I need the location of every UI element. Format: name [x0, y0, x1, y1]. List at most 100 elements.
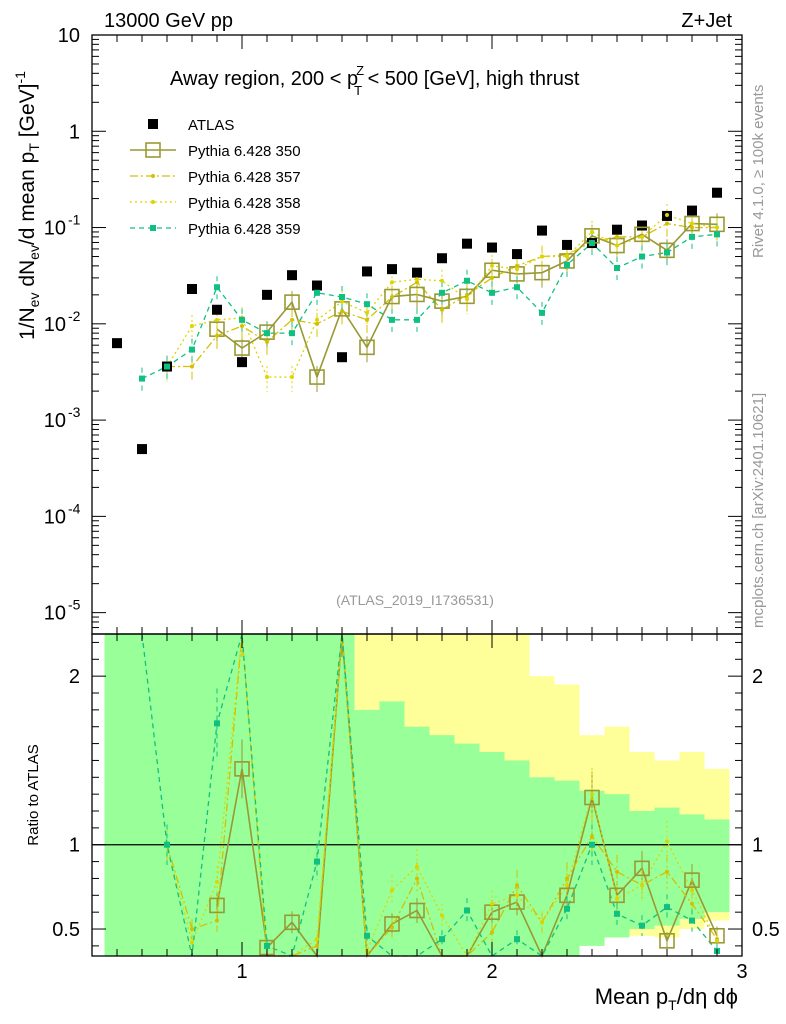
data-point-p350	[309, 369, 325, 385]
data-point-p358	[590, 229, 594, 234]
data-point-atlas	[487, 242, 497, 253]
energy-label: 13000 GeV pp	[104, 10, 233, 32]
data-point-p359	[614, 910, 620, 917]
ylabel-part: dN	[16, 260, 39, 293]
data-point-p358	[390, 888, 394, 893]
data-point-p357	[390, 294, 394, 299]
data-point-p358	[440, 278, 444, 283]
data-point-p357	[690, 901, 694, 906]
ratio-y-tick-label: 2	[69, 666, 80, 688]
data-point-p359	[439, 289, 445, 296]
y-tick-label: 10	[44, 314, 66, 336]
data-point-p350	[384, 916, 400, 932]
legend-marker	[151, 200, 155, 204]
data-point-p350	[609, 887, 625, 904]
data-point-p359	[639, 253, 645, 260]
data-point-atlas	[312, 280, 322, 291]
legend-label: Pythia 6.428 359	[188, 221, 301, 238]
ratio-band-inner	[254, 634, 280, 956]
data-point-p358	[715, 225, 719, 230]
plot-title: Away region, 200 < pZ T < 500 [GeV], high…	[170, 63, 580, 98]
ylabel-sub: ev	[26, 293, 42, 308]
data-point-atlas	[637, 220, 647, 231]
data-point-atlas	[262, 289, 272, 300]
x-tick-label: 1	[236, 961, 247, 983]
data-point-p358	[265, 375, 269, 380]
xlabel-part: /dη dϕ	[677, 984, 738, 1009]
data-point-p358	[515, 893, 519, 898]
x-tick-label: 3	[736, 961, 747, 983]
data-point-p359	[614, 265, 620, 272]
legend-marker	[145, 142, 161, 158]
data-point-p350	[234, 340, 250, 356]
data-point-p359	[164, 841, 170, 848]
data-point-p359	[264, 330, 270, 337]
data-point-p357	[565, 876, 569, 881]
data-point-p357	[440, 307, 444, 312]
data-point-p359	[564, 905, 570, 912]
data-point-p358	[690, 221, 694, 226]
process-label: Z+Jet	[681, 10, 732, 32]
series-line-p358	[166, 214, 718, 378]
ratio-band-inner	[504, 760, 530, 956]
data-point-p359	[439, 936, 445, 943]
ratio-y-tick-label-right: 1	[752, 835, 763, 857]
data-point-p350	[659, 242, 675, 259]
ratio-band-inner	[304, 634, 330, 956]
data-point-p358	[465, 297, 469, 302]
ratio-band-inner	[454, 743, 480, 956]
data-point-p357	[515, 883, 519, 888]
data-point-p359	[189, 346, 195, 353]
series-line-p357	[167, 222, 717, 368]
ratio-y-tick-label-right: 0.5	[752, 919, 780, 941]
ratio-band-inner	[279, 634, 305, 956]
data-point-p358	[715, 938, 719, 943]
data-point-p359	[289, 330, 295, 337]
data-point-atlas	[137, 444, 147, 455]
data-point-p350	[684, 872, 700, 888]
ylabel-sub: ev	[26, 245, 42, 260]
data-point-p358	[540, 920, 544, 925]
data-point-atlas	[687, 205, 697, 216]
data-point-p358	[640, 883, 644, 888]
data-point-p357	[290, 317, 294, 322]
data-point-p350	[284, 294, 300, 310]
legend-label: Pythia 6.428 357	[188, 169, 301, 186]
data-point-p357	[215, 333, 219, 338]
data-point-p358	[490, 263, 494, 268]
legend-marker	[148, 119, 158, 129]
data-point-atlas	[387, 264, 397, 275]
data-point-p358	[190, 323, 194, 328]
data-point-p357	[390, 925, 394, 930]
data-point-p358	[615, 243, 619, 248]
data-point-p358	[365, 310, 369, 315]
data-point-p359	[464, 277, 470, 284]
data-point-p359	[514, 284, 520, 291]
data-point-p357	[215, 918, 219, 923]
rivet-label: Rivet 4.1.0, ≥ 100k events	[750, 85, 767, 258]
plot-title-part: Away region, 200 < p	[170, 68, 358, 90]
y-tick-label: 10	[44, 410, 66, 432]
y-tick-label: 1	[69, 121, 80, 143]
data-point-atlas	[237, 357, 247, 368]
data-point-p358	[415, 864, 419, 869]
data-point-p358	[415, 277, 419, 282]
data-point-p350	[459, 288, 475, 305]
data-point-p358	[215, 317, 219, 322]
data-point-p350	[634, 226, 650, 243]
data-point-atlas	[512, 249, 522, 260]
data-point-atlas	[612, 224, 622, 235]
legend-marker	[151, 174, 155, 178]
data-point-p357	[265, 339, 269, 344]
y-tick-label: 10	[44, 603, 66, 625]
data-point-p350	[384, 288, 400, 305]
data-point-p359	[214, 720, 220, 727]
ylabel-part: [GeV]	[16, 84, 39, 144]
ylabel-part: /d mean p	[16, 152, 39, 245]
mcplots-label: mcplots.cern.ch [arXiv:2401.10621]	[750, 393, 767, 628]
ylabel-part: 1/N	[16, 307, 39, 340]
data-point-p359	[489, 289, 495, 296]
data-point-p359	[414, 316, 420, 323]
data-point-p358	[540, 254, 544, 259]
data-point-p358	[690, 888, 694, 893]
